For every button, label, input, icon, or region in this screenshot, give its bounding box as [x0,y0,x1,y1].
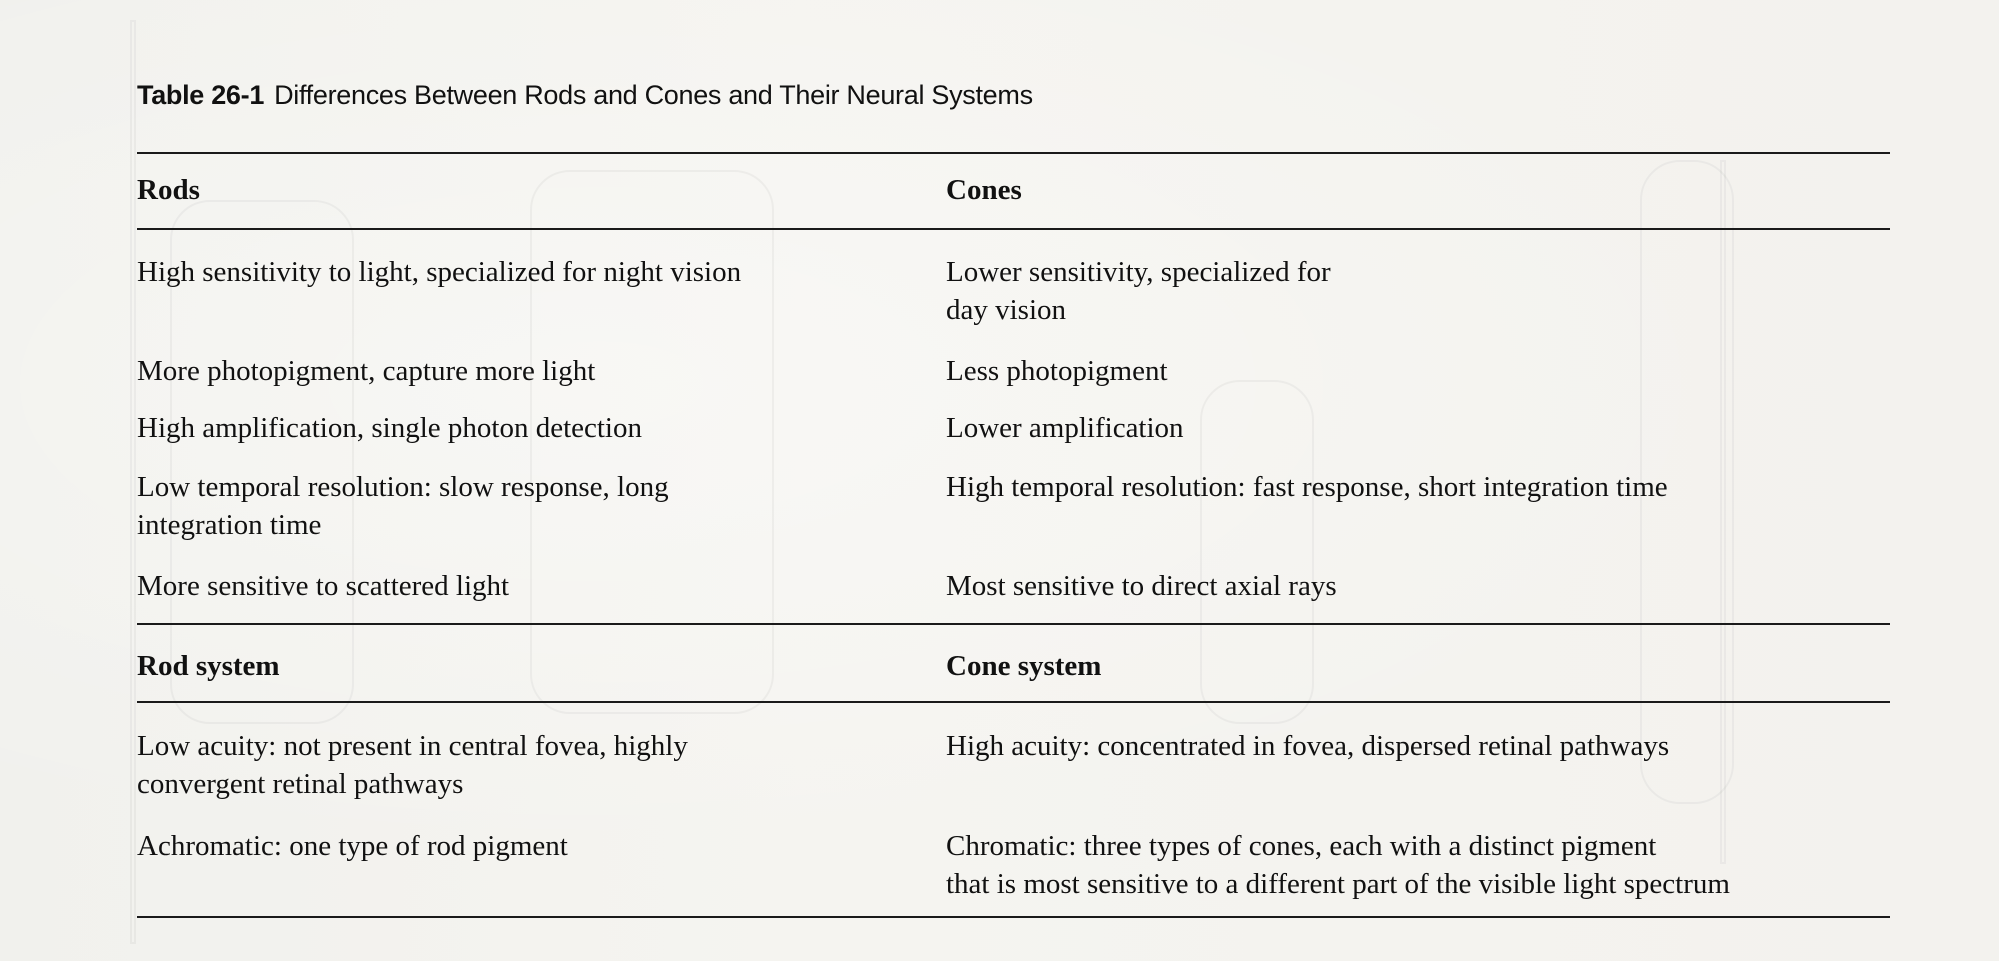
table-cell: Lower sensitivity, specialized for day v… [946,253,1331,329]
section-header-rule [137,701,1890,703]
table-cell: Low temporal resolution: slow response, … [137,468,669,544]
table-number: Table 26-1 [137,80,265,110]
table-cell: High temporal resolution: fast response,… [946,468,1668,506]
table-title: Differences Between Rods and Cones and T… [274,80,1033,110]
table-cell: Less photopigment [946,352,1168,390]
bleed-through-shape [1200,380,1314,724]
bottom-rule [137,916,1890,918]
column-header-cones: Cones [946,174,1022,206]
cell-line: integration time [137,509,322,541]
cell-line: convergent retinal pathways [137,768,464,800]
cell-line: Most sensitive to direct axial rays [946,570,1337,602]
cell-line: that is most sensitive to a different pa… [946,868,1730,900]
cell-line: More sensitive to scattered light [137,570,510,602]
cell-line: day vision [946,294,1067,326]
table-cell: High amplification, single photon detect… [137,409,642,447]
cell-line: High temporal resolution: fast response,… [946,471,1668,503]
cell-line: Achromatic: one type of rod pigment [137,830,568,862]
cell-line: Chromatic: three types of cones, each wi… [946,830,1657,862]
table-cell: High sensitivity to light, specialized f… [137,253,741,291]
cell-line: Lower sensitivity, specialized for [946,256,1331,288]
column-header-rod-system: Rod system [137,650,280,682]
cell-line: More photopigment, capture more light [137,355,596,387]
table-cell: Low acuity: not present in central fovea… [137,727,688,803]
cell-line: Low temporal resolution: slow response, … [137,471,669,503]
header-rule [137,228,1890,230]
section-rule [137,623,1890,625]
cell-line: Low acuity: not present in central fovea… [137,730,688,762]
table-cell: Lower amplification [946,409,1184,447]
column-header-cone-system: Cone system [946,650,1102,682]
cell-line: High amplification, single photon detect… [137,412,642,444]
table-cell: More photopigment, capture more light [137,352,595,390]
table-cell: More sensitive to scattered light [137,567,509,605]
cell-line: High acuity: concentrated in fovea, disp… [946,730,1670,762]
cell-line: Lower amplification [946,412,1184,444]
bleed-through-shape [1720,160,1726,864]
cell-line: Less photopigment [946,355,1168,387]
table-cell: Achromatic: one type of rod pigment [137,827,568,865]
bleed-through-shape [130,20,136,944]
table-caption: Table 26-1 Differences Between Rods and C… [137,80,1033,111]
table-cell: High acuity: concentrated in fovea, disp… [946,727,1669,765]
column-header-rods: Rods [137,174,200,206]
table-cell: Chromatic: three types of cones, each wi… [946,827,1730,903]
top-rule [137,152,1890,154]
table-cell: Most sensitive to direct axial rays [946,567,1337,605]
cell-line: High sensitivity to light, specialized f… [137,256,742,288]
